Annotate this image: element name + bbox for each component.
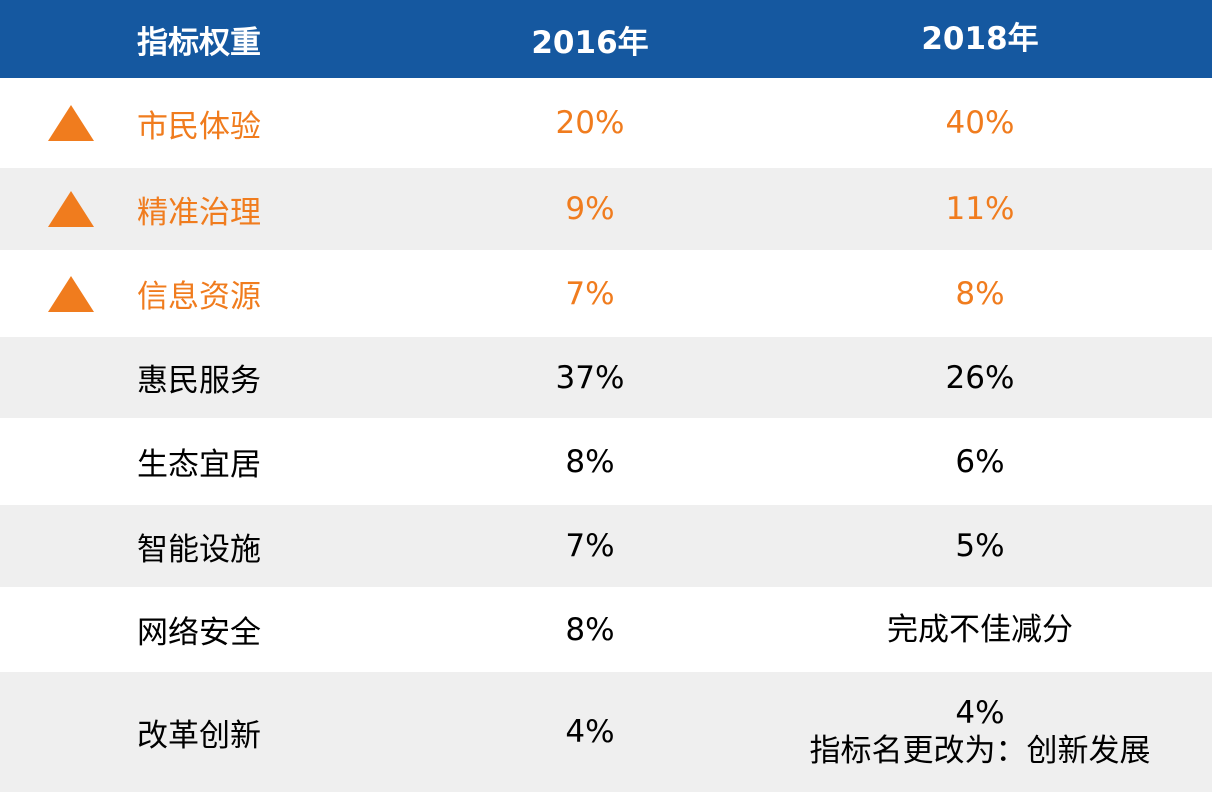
cell-stack: 4% 指标名更改为：创新发展: [780, 694, 1180, 770]
cell: 40%: [945, 105, 1015, 141]
cell: 智能设施: [137, 531, 261, 568]
cell: 4%: [955, 695, 1005, 731]
cell: 8%: [565, 611, 615, 648]
cell: 惠民服务: [137, 363, 261, 399]
table-row: 网络安全 8% 完成不佳减分: [0, 587, 1212, 672]
up-triangle: [48, 191, 94, 227]
table-row: 精准治理 9% 11%: [0, 168, 1212, 250]
cell: 改革创新: [137, 717, 261, 754]
cell: 7%: [565, 528, 615, 564]
table-row: 信息资源 7% 8%: [0, 250, 1212, 337]
cell: 8%: [955, 275, 1005, 312]
header-cell: 2016年: [531, 24, 649, 61]
cell: 26%: [945, 359, 1015, 396]
cell: 37%: [555, 359, 625, 396]
cell-note: 指标名更改为：创新发展: [809, 733, 1151, 769]
cell: 生态宜居: [137, 447, 261, 483]
cell: 5%: [955, 528, 1005, 564]
cell: 完成不佳减分: [887, 611, 1073, 648]
cell: 网络安全: [137, 615, 261, 651]
up-triangle: [48, 105, 94, 141]
cell: 信息资源: [137, 279, 261, 315]
cell: 4%: [565, 714, 615, 750]
table-row: 市民体验 20% 40%: [0, 78, 1212, 168]
cell: 市民体验: [137, 108, 261, 145]
table-row: 惠民服务 37% 26%: [0, 337, 1212, 418]
table-row: 智能设施 7% 5%: [0, 505, 1212, 587]
header-cell: 指标权重: [137, 24, 261, 61]
cell: 9%: [565, 191, 615, 227]
table-row: 改革创新 4% 4% 指标名更改为：创新发展: [0, 672, 1212, 792]
table-row: 生态宜居 8% 6%: [0, 418, 1212, 505]
cell: 11%: [945, 191, 1015, 227]
cell: 精准治理: [137, 194, 261, 231]
header-row: 指标权重 2016年 2018年: [0, 0, 1212, 78]
cell: 6%: [955, 443, 1005, 480]
cell: 7%: [565, 275, 615, 312]
up-triangle: [48, 275, 94, 312]
header-cell: 2018年: [921, 21, 1039, 57]
cell: 8%: [565, 443, 615, 480]
cell: 20%: [555, 105, 625, 141]
